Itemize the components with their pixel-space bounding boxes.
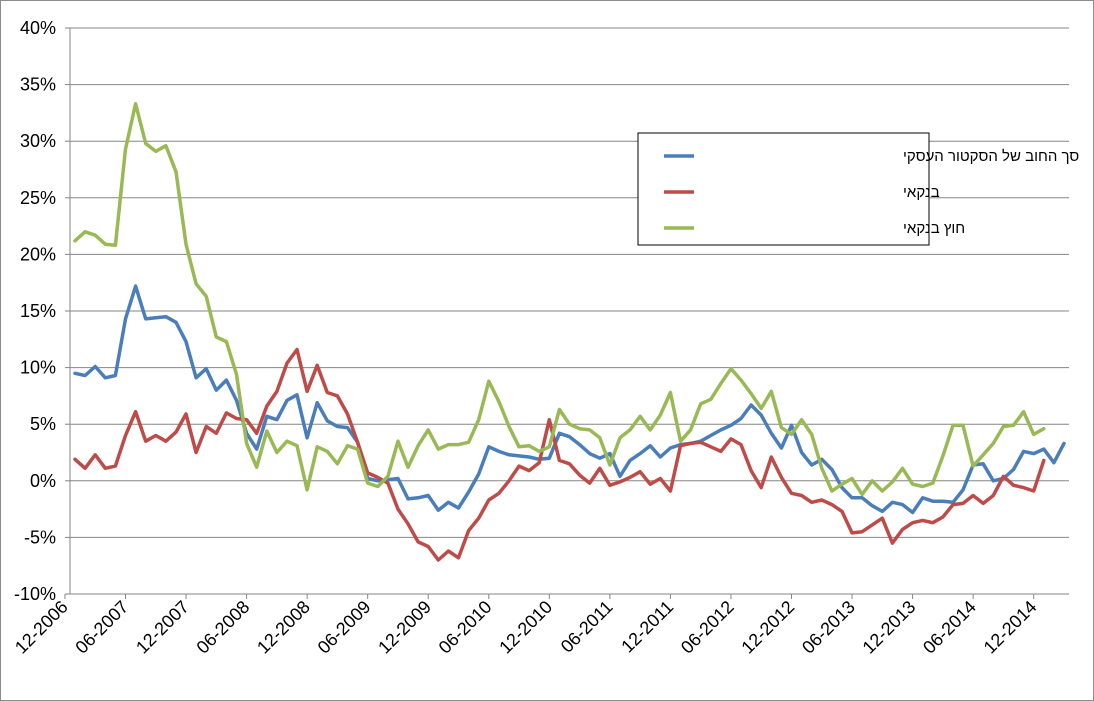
x-tick-label: 12-2010 [495, 597, 556, 658]
series-line-3 [73, 102, 1046, 497]
y-tick-label: 30% [20, 131, 56, 151]
y-tick-label: 15% [20, 301, 56, 321]
x-tick-label: 12-2013 [859, 597, 920, 658]
x-tick-labels: 12-2006 06-2007 12-2007 06-2008 12-2008 06-20… [11, 597, 1041, 658]
x-tick-label: 12-2011 [617, 597, 677, 657]
x-tick-label: 06-2009 [314, 597, 375, 658]
x-tick-label: 12-2009 [374, 597, 435, 658]
axes [64, 27, 1069, 599]
x-tick-label: 06-2007 [71, 597, 132, 658]
y-tick-label: 0% [30, 471, 56, 491]
y-tick-label: -5% [24, 527, 56, 547]
y-tick-label: 40% [20, 18, 56, 38]
x-tick-label: 12-2012 [737, 597, 798, 658]
series-lines [73, 102, 1066, 562]
x-tick-label: 12-2014 [980, 597, 1041, 658]
x-tick-label: 06-2010 [435, 597, 496, 658]
x-tick-label: 06-2013 [798, 597, 859, 658]
y-tick-label: -10% [14, 584, 56, 604]
x-tick-label: 12-2008 [253, 597, 314, 658]
series-line-1 [73, 284, 1066, 515]
x-tick-label: 12-2006 [11, 597, 72, 658]
x-tick-label: 06-2008 [193, 597, 254, 658]
legend-label: חוץ בנקאי [903, 220, 965, 237]
x-tick-label: 06-2012 [677, 597, 738, 658]
x-tick-label: 12-2007 [132, 597, 193, 658]
legend-label: סך החוב של הסקטור העסקי [903, 148, 1079, 165]
legend: סך החוב של הסקטור העסקי בנקאי חוץ בנקאי [637, 132, 1079, 246]
y-tick-label: 5% [30, 414, 56, 434]
gridlines [70, 27, 1069, 538]
y-tick-labels: -10% -5% 0% 5% 10% 15% 20% 25% 30% 35% 40% [14, 18, 56, 604]
y-tick-label: 35% [20, 75, 56, 95]
series-line-2 [73, 347, 1046, 562]
y-tick-label: 20% [20, 244, 56, 264]
legend-label: בנקאי [903, 184, 940, 201]
y-tick-label: 10% [20, 358, 56, 378]
y-tick-label: 25% [20, 188, 56, 208]
x-tick-label: 06-2011 [557, 597, 617, 657]
x-tick-label: 06-2014 [919, 597, 980, 658]
